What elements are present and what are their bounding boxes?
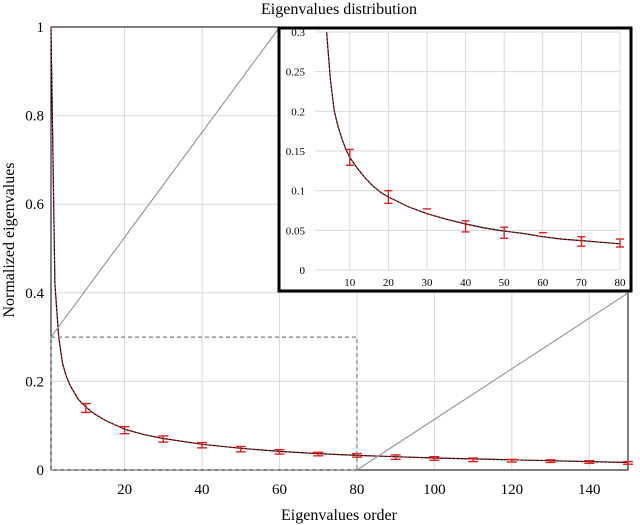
main-y-tick-label: 0.8 (25, 109, 44, 125)
inset-x-tick-label: 30 (421, 277, 433, 289)
inset-x-tick-label: 70 (576, 277, 588, 289)
inset-curve-line (326, 31, 621, 245)
zoom-region-box (50, 336, 358, 471)
main-y-tick-label: 0.6 (25, 197, 44, 213)
main-error-bar (313, 451, 324, 457)
inset-y-tick-label: 0 (300, 265, 306, 277)
x-axis-label: Eigenvalues order (281, 507, 398, 524)
main-error-bar (584, 459, 595, 465)
main-x-tick-label: 40 (195, 482, 210, 498)
main-y-tick-labels: 0 0.2 0.4 0.6 0.8 1 (25, 20, 44, 479)
inset-error-bars (345, 148, 624, 248)
inset-error-bar (461, 220, 470, 233)
main-error-bar (235, 445, 246, 453)
main-y-tick-label: 1 (37, 20, 45, 36)
main-error-bar (119, 425, 130, 435)
main-y-tick-label: 0 (37, 463, 45, 479)
y-axis-label: Normalized eigenvalues (1, 162, 18, 317)
main-x-tick-label: 140 (578, 482, 601, 498)
main-x-tick-labels: 20 40 60 80 100 120 140 (117, 482, 600, 498)
chart-title: Eigenvalues distribution (261, 1, 417, 18)
inset-x-tick-label: 20 (383, 277, 395, 289)
inset-x-tick-label: 80 (615, 277, 627, 289)
main-y-tick-label: 0.4 (25, 286, 44, 302)
inset-curve (326, 31, 621, 245)
main-error-bar (390, 454, 401, 461)
main-error-bar (429, 456, 440, 461)
inset-y-tick-label: 0.15 (286, 146, 306, 158)
inset-grid (315, 31, 621, 271)
inset-x-tick-labels: 10 20 30 40 50 60 70 80 (344, 277, 626, 289)
main-x-tick-label: 80 (349, 482, 364, 498)
main-error-bar (506, 458, 517, 463)
zoom-connector-line (356, 290, 632, 471)
zoom-indicator (50, 27, 632, 471)
inset-y-tick-labels: 0 0.05 0.1 0.15 0.2 0.25 0.3 (286, 27, 306, 277)
zoom-connector-line (50, 27, 280, 338)
main-x-tick-label: 120 (501, 482, 524, 498)
main-error-bar (545, 459, 556, 464)
inset-y-tick-label: 0.25 (286, 67, 306, 79)
inset-x-tick-label: 50 (499, 277, 511, 289)
main-y-tick-label: 0.2 (25, 374, 44, 390)
inset-y-tick-label: 0.05 (286, 225, 306, 237)
main-error-bar (80, 402, 91, 414)
inset-frame (277, 26, 633, 293)
inset-error-bar (384, 189, 393, 205)
main-x-tick-label: 60 (272, 482, 287, 498)
main-error-bar (197, 441, 208, 449)
main-error-bar (158, 435, 169, 443)
inset-error-bar (500, 226, 509, 239)
inset-y-tick-label: 0.2 (291, 106, 305, 118)
inset-x-tick-label: 60 (537, 277, 549, 289)
main-error-bar (468, 457, 479, 463)
main-error-bar (274, 448, 285, 455)
main-x-tick-label: 20 (117, 482, 132, 498)
main-error-bar (623, 460, 633, 465)
inset-error-bar (616, 238, 624, 248)
inset-y-tick-label: 0.1 (291, 186, 305, 198)
inset-x-tick-label: 40 (460, 277, 472, 289)
inset-error-bar (577, 235, 586, 247)
inset-x-tick-label: 10 (344, 277, 356, 289)
inset-y-tick-label: 0.3 (291, 27, 305, 39)
inset-error-bar (345, 148, 354, 166)
main-x-tick-label: 100 (423, 482, 446, 498)
